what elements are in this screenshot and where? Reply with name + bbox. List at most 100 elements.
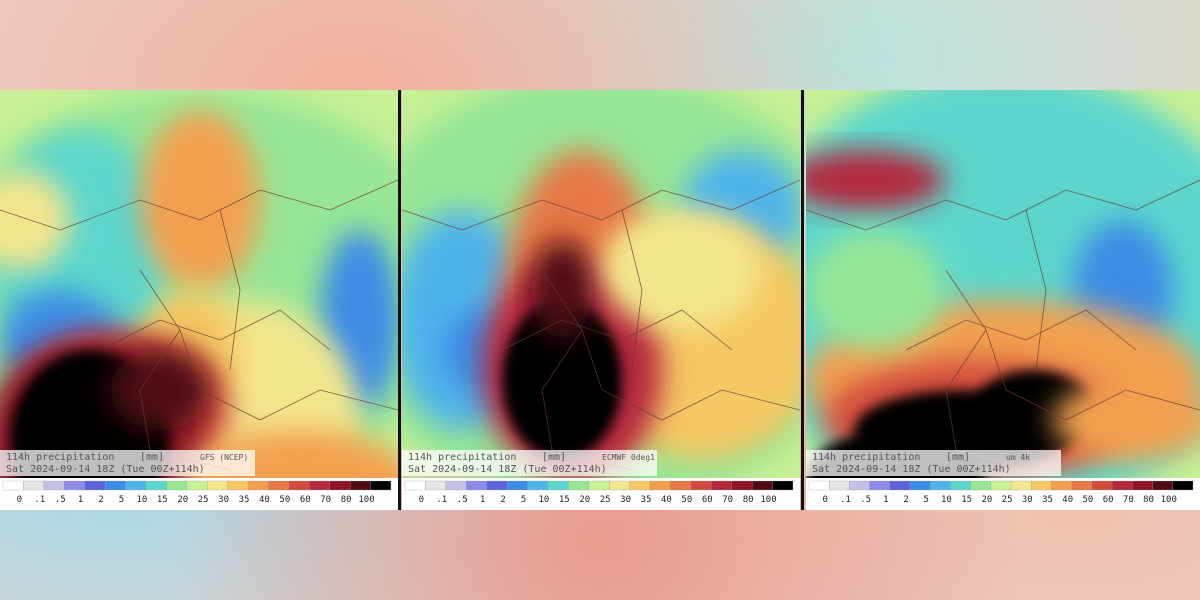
legend-swatch — [772, 480, 794, 491]
legend-swatch — [104, 480, 126, 491]
legend-label: .5 — [457, 495, 468, 505]
legend-swatch — [711, 480, 732, 491]
legend-label: 2 — [500, 495, 505, 505]
border-lines — [402, 179, 800, 471]
legend-label: 40 — [1062, 495, 1073, 505]
precip-area — [140, 110, 260, 290]
header-unit: [mm] — [946, 452, 970, 463]
legend-swatch — [808, 480, 830, 491]
legend-label: 0 — [17, 495, 22, 505]
legend-label: 60 — [702, 495, 713, 505]
legend-swatch — [909, 480, 931, 491]
header-box — [402, 450, 657, 476]
legend-label: 1 — [78, 495, 83, 505]
legend-swatch — [84, 480, 106, 491]
legend-swatch — [1091, 480, 1113, 491]
legend-label: .1 — [34, 495, 45, 505]
legend-swatch — [588, 480, 610, 491]
legend-label: 70 — [1123, 495, 1134, 505]
legend-label: 50 — [681, 495, 692, 505]
legend-swatch — [186, 480, 208, 491]
legend-swatch — [609, 480, 630, 491]
legend-swatch — [649, 480, 671, 491]
legend-swatch — [329, 480, 351, 491]
legend-swatch — [690, 480, 712, 491]
legend-label: 15 — [157, 495, 168, 505]
legend-label: 35 — [1042, 495, 1053, 505]
legend-swatch — [309, 480, 330, 491]
legend-label: 40 — [259, 495, 270, 505]
precip-area — [110, 350, 210, 430]
legend-swatch — [990, 480, 1012, 491]
precip-area — [806, 230, 946, 350]
legend-label: 100 — [1161, 495, 1177, 505]
header-unit: [mm] — [140, 452, 164, 463]
legend-label: 2 — [98, 495, 103, 505]
legend-label: 15 — [559, 495, 570, 505]
legend-swatch — [889, 480, 911, 491]
header-unit: [mm] — [542, 452, 566, 463]
legend-swatch — [247, 480, 269, 491]
legend-label: 70 — [722, 495, 733, 505]
legend-swatch — [23, 480, 44, 491]
model-name: GFS (NCEP) — [200, 453, 248, 462]
legend-swatch — [268, 480, 290, 491]
legend-swatch — [670, 480, 692, 491]
border-lines — [0, 179, 398, 471]
legend-label: 80 — [743, 495, 754, 505]
panel-divider — [398, 90, 401, 510]
legend-label: 10 — [941, 495, 952, 505]
legend-swatch — [145, 480, 167, 491]
legend-label: 50 — [1083, 495, 1094, 505]
legend-swatch — [970, 480, 992, 491]
legend-label: 5 — [924, 495, 929, 505]
precip-area — [0, 170, 70, 270]
legend-swatch — [445, 480, 467, 491]
model-name: um 4k — [1006, 453, 1030, 462]
panel-divider — [801, 90, 804, 510]
legend-swatch — [547, 480, 569, 491]
legend-label: 15 — [961, 495, 972, 505]
legend-swatch — [486, 480, 508, 491]
legend-label: 1 — [480, 495, 485, 505]
legend-swatch — [1132, 480, 1153, 491]
map-panel: 114h precipitation [mm] GFS (NCEP) Sat 2024… — [0, 90, 398, 478]
legend-label: 5 — [119, 495, 124, 505]
legend-label: 60 — [1103, 495, 1114, 505]
precip-area — [502, 300, 622, 460]
legend-label: .1 — [840, 495, 851, 505]
legend-label: 35 — [239, 495, 250, 505]
legend-swatch — [1031, 480, 1052, 491]
precip-area — [532, 240, 592, 340]
legend-swatch — [349, 480, 371, 491]
legend-swatch — [1111, 480, 1133, 491]
header-title: 114h precipitation — [812, 452, 920, 463]
legend-label: 60 — [300, 495, 311, 505]
precip-area — [602, 210, 762, 330]
legend-label: 10 — [538, 495, 549, 505]
legend-swatch — [950, 480, 971, 491]
legend-label: 25 — [600, 495, 611, 505]
legend-swatch — [506, 480, 528, 491]
legend-swatch — [404, 480, 426, 491]
legend-label: .5 — [860, 495, 871, 505]
legend-label: 80 — [1143, 495, 1154, 505]
legend-label: 100 — [760, 495, 776, 505]
header-date: Sat 2024-09-14 18Z (Tue 00Z+114h) — [6, 464, 205, 475]
legend-swatch — [1010, 480, 1032, 491]
map-panel: 114h precipitation [mm] ECMWF 0deg1 Sat 202… — [402, 90, 800, 478]
legend-label: 20 — [579, 495, 590, 505]
legend-label: 0 — [419, 495, 424, 505]
legend-swatch — [288, 480, 310, 491]
legend-swatch — [2, 480, 24, 491]
precip-field — [402, 90, 800, 478]
legend-label: 0 — [822, 495, 827, 505]
legend-swatch — [751, 480, 773, 491]
legend-swatch — [930, 480, 951, 491]
header-date: Sat 2024-09-14 18Z (Tue 00Z+114h) — [408, 464, 607, 475]
legend-swatch — [43, 480, 65, 491]
legend-swatch — [527, 480, 549, 491]
header-date: Sat 2024-09-14 18Z (Tue 00Z+114h) — [812, 464, 1011, 475]
